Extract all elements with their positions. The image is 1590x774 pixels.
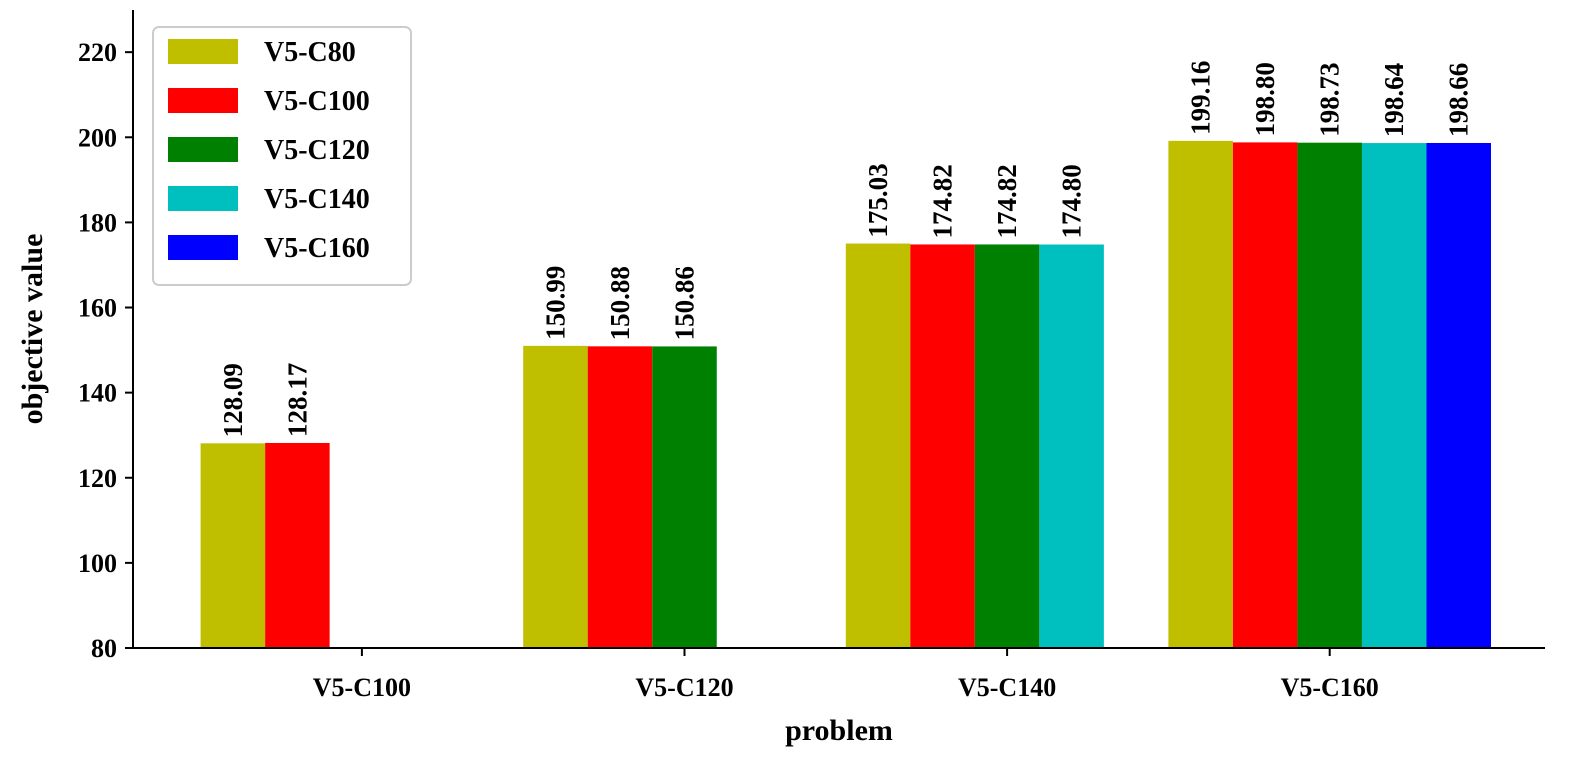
- bar-v5-c100-v5-c120: [587, 346, 653, 648]
- bar-value-label-v5-c80-v5-c140: 175.03: [863, 163, 893, 237]
- bar-value-label-v5-c140-v5-c140: 174.80: [1057, 164, 1087, 238]
- bar-v5-c120-v5-c140: [974, 244, 1040, 648]
- x-tick-label-v5-c140: V5-C140: [958, 673, 1056, 702]
- bar-v5-c100-v5-c160: [1232, 142, 1298, 648]
- legend-swatch-v5-c160: [168, 235, 238, 260]
- legend-swatch-v5-c100: [168, 88, 238, 113]
- y-tick-label: 120: [78, 464, 117, 493]
- bar-value-label-v5-c80-v5-c120: 150.99: [540, 266, 570, 340]
- legend-label-v5-c100: V5-C100: [264, 86, 370, 117]
- x-tick-label-v5-c120: V5-C120: [635, 673, 733, 702]
- x-axis-ticks: V5-C100 V5-C120 V5-C140 V5-C160: [313, 648, 1379, 702]
- legend-label-v5-c120: V5-C120: [264, 135, 370, 166]
- y-tick-label: 160: [78, 294, 117, 323]
- y-tick-label: 180: [78, 208, 117, 237]
- bar-v5-c120-v5-c160: [1297, 142, 1362, 648]
- legend: V5-C80 V5-C100 V5-C120 V5-C140 V5-C160: [152, 26, 412, 286]
- legend-items: V5-C80 V5-C100 V5-C120 V5-C140 V5-C160: [168, 37, 370, 264]
- legend-label-v5-c160: V5-C160: [264, 233, 370, 264]
- bar-value-label-v5-c140-v5-c160: 198.64: [1379, 63, 1409, 137]
- y-tick-label: 220: [78, 38, 117, 67]
- bar-v5-c80-v5-c100: [200, 443, 266, 648]
- axes-layer: [132, 10, 1545, 649]
- bar-value-label-v5-c160-v5-c160: 198.66: [1444, 63, 1474, 137]
- y-tick-label: 100: [78, 549, 117, 578]
- x-tick-label-v5-c100: V5-C100: [313, 673, 411, 702]
- bar-v5-c80-v5-c120: [523, 345, 588, 648]
- bar-v5-c100-v5-c100: [265, 442, 330, 648]
- x-tick-label-v5-c160: V5-C160: [1281, 673, 1379, 702]
- bar-v5-c140-v5-c140: [1039, 244, 1104, 649]
- bar-value-label-v5-c120-v5-c160: 198.73: [1315, 62, 1345, 136]
- bar-labels-layer: 128.09 128.17 150.99 150.88 150.86 175.03 174.…: [218, 61, 1474, 438]
- y-tick-label: 80: [91, 634, 117, 663]
- bar-v5-c120-v5-c120: [652, 346, 717, 648]
- bar-value-label-v5-c100-v5-c140: 174.82: [928, 164, 958, 238]
- bar-value-label-v5-c100-v5-c120: 150.88: [605, 266, 635, 340]
- legend-swatch-v5-c120: [168, 137, 238, 162]
- legend-swatch-v5-c80: [168, 39, 238, 64]
- bar-v5-c80-v5-c140: [845, 243, 911, 649]
- bar-value-label-v5-c120-v5-c140: 174.82: [992, 164, 1022, 238]
- bar-v5-c160-v5-c160: [1426, 142, 1491, 649]
- y-tick-label: 140: [78, 379, 117, 408]
- legend-label-v5-c80: V5-C80: [264, 37, 356, 68]
- x-axis-label: problem: [785, 714, 893, 747]
- y-axis-ticks: 80 100 120 140 160 180 200 220: [78, 38, 133, 663]
- bar-value-label-v5-c120-v5-c120: 150.86: [670, 266, 700, 340]
- bar-v5-c80-v5-c160: [1168, 140, 1233, 648]
- legend-label-v5-c140: V5-C140: [264, 184, 370, 215]
- bar-value-label-v5-c100-v5-c100: 128.17: [282, 363, 312, 437]
- bar-value-label-v5-c80-v5-c160: 199.16: [1186, 61, 1216, 135]
- bar-value-label-v5-c100-v5-c160: 198.80: [1250, 62, 1280, 136]
- bars-layer: [200, 140, 1491, 649]
- y-axis-label: objective value: [16, 234, 49, 425]
- bar-v5-c100-v5-c140: [910, 244, 975, 648]
- bar-value-label-v5-c80-v5-c100: 128.09: [218, 363, 248, 437]
- legend-swatch-v5-c140: [168, 186, 238, 211]
- bar-v5-c140-v5-c160: [1361, 143, 1427, 648]
- y-tick-label: 200: [78, 123, 117, 152]
